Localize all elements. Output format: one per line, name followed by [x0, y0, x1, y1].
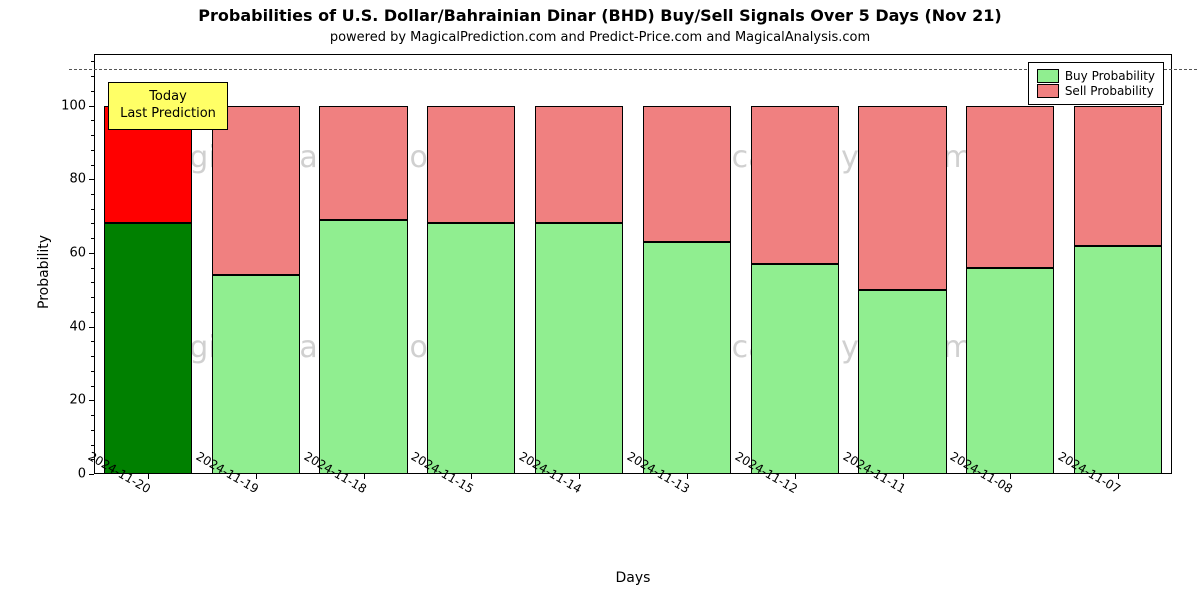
y-minor-tick	[91, 268, 94, 269]
y-minor-tick	[91, 76, 94, 77]
y-tick-label: 0	[54, 467, 86, 482]
bar-sell	[535, 106, 623, 224]
today-callout: Today Last Prediction	[108, 82, 228, 130]
y-minor-tick	[91, 341, 94, 342]
x-tick-mark	[1010, 474, 1011, 479]
y-minor-tick	[91, 415, 94, 416]
y-tick-label: 60	[54, 245, 86, 260]
legend-item-buy: Buy Probability	[1037, 69, 1155, 83]
y-tick-mark	[89, 327, 94, 328]
legend-label-sell: Sell Probability	[1065, 84, 1154, 98]
bar-buy	[319, 220, 407, 474]
bar-sell	[319, 106, 407, 220]
y-minor-tick	[91, 386, 94, 387]
y-minor-tick	[91, 445, 94, 446]
y-minor-tick	[91, 135, 94, 136]
legend: Buy Probability Sell Probability	[1028, 62, 1164, 105]
y-tick-mark	[89, 106, 94, 107]
y-minor-tick	[91, 194, 94, 195]
chart-title: Probabilities of U.S. Dollar/Bahrainian …	[0, 6, 1200, 25]
y-tick-label: 20	[54, 393, 86, 408]
x-tick-mark	[148, 474, 149, 479]
y-minor-tick	[91, 120, 94, 121]
y-minor-tick	[91, 150, 94, 151]
bar-sell	[1074, 106, 1162, 246]
bar-sell	[212, 106, 300, 275]
y-tick-label: 40	[54, 319, 86, 334]
x-tick-mark	[687, 474, 688, 479]
y-tick-mark	[89, 400, 94, 401]
y-minor-tick	[91, 356, 94, 357]
x-axis-label: Days	[94, 570, 1172, 586]
legend-swatch-buy	[1037, 69, 1059, 83]
y-minor-tick	[91, 91, 94, 92]
y-tick-mark	[89, 253, 94, 254]
x-tick-mark	[256, 474, 257, 479]
y-minor-tick	[91, 312, 94, 313]
x-tick-mark	[903, 474, 904, 479]
y-tick-label: 80	[54, 172, 86, 187]
x-tick-mark	[579, 474, 580, 479]
y-minor-tick	[91, 209, 94, 210]
chart-container: Probabilities of U.S. Dollar/Bahrainian …	[0, 0, 1200, 600]
y-minor-tick	[91, 61, 94, 62]
x-tick-mark	[1118, 474, 1119, 479]
y-minor-tick	[91, 371, 94, 372]
y-minor-tick	[91, 297, 94, 298]
bar-sell	[643, 106, 731, 242]
y-tick-mark	[89, 179, 94, 180]
x-tick-mark	[364, 474, 365, 479]
y-tick-label: 100	[54, 98, 86, 113]
y-minor-tick	[91, 430, 94, 431]
bar-sell	[966, 106, 1054, 268]
x-tick-mark	[795, 474, 796, 479]
chart-subtitle: powered by MagicalPrediction.com and Pre…	[0, 30, 1200, 45]
y-tick-mark	[89, 474, 94, 475]
y-minor-tick	[91, 282, 94, 283]
bar-buy	[1074, 246, 1162, 474]
callout-line2: Last Prediction	[119, 106, 217, 123]
bar-sell	[427, 106, 515, 224]
bar-sell	[751, 106, 839, 264]
callout-line1: Today	[119, 89, 217, 106]
legend-item-sell: Sell Probability	[1037, 84, 1155, 98]
x-tick-mark	[471, 474, 472, 479]
y-minor-tick	[91, 223, 94, 224]
y-minor-tick	[91, 238, 94, 239]
y-axis-label: Probability	[36, 235, 52, 309]
legend-label-buy: Buy Probability	[1065, 69, 1155, 83]
y-minor-tick	[91, 165, 94, 166]
legend-swatch-sell	[1037, 84, 1059, 98]
bar-sell	[858, 106, 946, 290]
